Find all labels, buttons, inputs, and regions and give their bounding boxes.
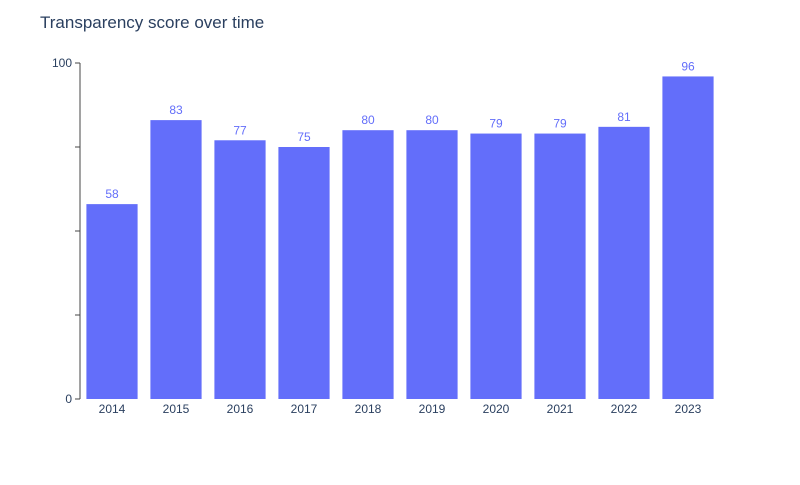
y-tick-label-100: 100 xyxy=(52,56,72,70)
value-label-2021: 79 xyxy=(553,117,567,131)
value-label-2018: 80 xyxy=(361,113,375,127)
value-label-2014: 58 xyxy=(105,187,119,201)
x-tick-label-2018: 2018 xyxy=(355,402,382,416)
x-tick-label-2020: 2020 xyxy=(483,402,510,416)
x-tick-label-2023: 2023 xyxy=(675,402,702,416)
x-tick-label-2015: 2015 xyxy=(163,402,190,416)
value-label-2022: 81 xyxy=(617,110,631,124)
y-tick-label-0: 0 xyxy=(65,392,72,406)
bar-2022 xyxy=(598,126,650,399)
bar-2015 xyxy=(150,120,202,400)
value-label-2015: 83 xyxy=(169,103,183,117)
x-tick-label-2016: 2016 xyxy=(227,402,254,416)
value-label-2023: 96 xyxy=(681,59,695,73)
value-label-2016: 77 xyxy=(233,123,247,137)
bar-2014 xyxy=(86,204,138,399)
bar-2021 xyxy=(534,133,586,399)
x-tick-label-2014: 2014 xyxy=(99,402,126,416)
bar-2018 xyxy=(342,130,394,399)
bar-2017 xyxy=(278,147,330,399)
chart-title: Transparency score over time xyxy=(40,13,265,32)
x-tick-label-2017: 2017 xyxy=(291,402,318,416)
bar-2023 xyxy=(662,76,714,399)
value-label-2019: 80 xyxy=(425,113,439,127)
bar-2019 xyxy=(406,130,458,399)
bar-2016 xyxy=(214,140,266,399)
x-tick-label-2019: 2019 xyxy=(419,402,446,416)
x-tick-label-2021: 2021 xyxy=(547,402,574,416)
bar-2020 xyxy=(470,133,522,399)
value-label-2017: 75 xyxy=(297,130,311,144)
value-label-2020: 79 xyxy=(489,117,503,131)
x-tick-label-2022: 2022 xyxy=(611,402,638,416)
